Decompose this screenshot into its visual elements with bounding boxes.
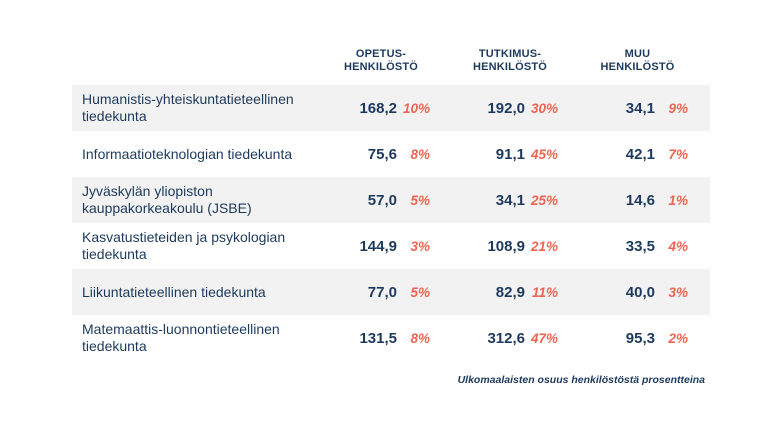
column-header-line: MUU — [624, 48, 651, 60]
headcount-value: 14,6 — [625, 191, 655, 209]
foreigner-share-pct: 8% — [410, 146, 430, 162]
headcount-value: 82,9 — [495, 283, 525, 301]
table-row: Liikuntatieteellinen tiedekunta 77,0 5% … — [72, 269, 710, 315]
headcount-value: 108,9 — [487, 237, 525, 255]
faculty-name: Liikuntatieteellinen tiedekunta — [82, 283, 266, 300]
foreigner-share-pct: 5% — [410, 192, 430, 208]
foreigner-share-pct: 4% — [668, 238, 688, 254]
foreigner-share-pct: 47% — [530, 330, 558, 346]
muu-cell: 33,5 4% — [587, 238, 688, 255]
table-row: Jyväskylän yliopiston kauppakorkeakoulu … — [72, 177, 710, 223]
tutkimus-cell: 312,6 47% — [462, 330, 558, 347]
column-header-opetushenkilosto: OPETUS- HENKILÖSTÖ — [332, 48, 430, 74]
foreigner-share-pct: 3% — [410, 238, 430, 254]
muu-cell: 42,1 7% — [587, 146, 688, 163]
column-header-line: HENKILÖSTÖ — [600, 61, 675, 73]
headcount-value: 131,5 — [359, 329, 397, 347]
headcount-value: 168,2 — [359, 99, 397, 117]
headcount-value: 33,5 — [625, 237, 655, 255]
headcount-value: 34,1 — [495, 191, 525, 209]
muu-cell: 34,1 9% — [587, 100, 688, 117]
table-row: Matemaattis-luonnontieteellinen tiedekun… — [72, 315, 710, 361]
headcount-value: 42,1 — [625, 145, 655, 163]
table-row: Humanistis-yhteiskuntatieteellinen tiede… — [72, 85, 710, 131]
column-header-line: OPETUS- — [355, 48, 407, 60]
foreigner-share-pct: 7% — [668, 146, 688, 162]
table-header-row: OPETUS- HENKILÖSTÖ TUTKIMUS- HENKILÖSTÖ … — [72, 48, 710, 85]
muu-cell: 95,3 2% — [587, 330, 688, 347]
foreigner-share-pct: 9% — [668, 100, 688, 116]
opetus-cell: 168,2 10% — [332, 100, 430, 117]
foreigner-share-pct: 3% — [668, 284, 688, 300]
footnote: Ulkomaalaisten osuus henkilöstöstä prose… — [457, 374, 705, 386]
headcount-value: 57,0 — [367, 191, 397, 209]
column-header-line: HENKILÖSTÖ — [343, 61, 419, 73]
foreigner-share-pct: 45% — [530, 146, 558, 162]
column-header-tutkimushenkilosto: TUTKIMUS- HENKILÖSTÖ — [462, 48, 558, 74]
faculty-name: Kasvatustieteiden ja psykologian tiedeku… — [82, 229, 286, 262]
faculty-name: Informaatioteknologian tiedekunta — [82, 145, 293, 162]
column-header-line: HENKILÖSTÖ — [472, 61, 548, 73]
foreigner-share-pct: 11% — [531, 284, 558, 300]
tutkimus-cell: 192,0 30% — [462, 100, 558, 117]
foreigner-share-pct: 25% — [530, 192, 558, 208]
headcount-value: 95,3 — [625, 329, 655, 347]
faculty-name: Matemaattis-luonnontieteellinen tiedekun… — [82, 321, 280, 354]
faculty-name: Jyväskylän yliopiston kauppakorkeakoulu … — [82, 183, 252, 216]
tutkimus-cell: 91,1 45% — [462, 146, 558, 163]
headcount-value: 40,0 — [625, 283, 655, 301]
headcount-value: 34,1 — [625, 99, 655, 117]
faculty-name: Humanistis-yhteiskuntatieteellinen tiede… — [82, 91, 294, 124]
headcount-value: 77,0 — [367, 283, 397, 301]
headcount-value: 144,9 — [359, 237, 397, 255]
foreigner-share-pct: 2% — [668, 330, 688, 346]
opetus-cell: 75,6 8% — [332, 146, 430, 163]
headcount-value: 75,6 — [367, 145, 397, 163]
foreigner-share-pct: 8% — [410, 330, 430, 346]
foreigner-share-pct: 21% — [530, 238, 558, 254]
headcount-value: 192,0 — [487, 99, 525, 117]
foreigner-share-pct: 1% — [668, 192, 688, 208]
opetus-cell: 77,0 5% — [332, 284, 430, 301]
headcount-value: 91,1 — [495, 145, 525, 163]
tutkimus-cell: 82,9 11% — [462, 284, 558, 301]
opetus-cell: 144,9 3% — [332, 238, 430, 255]
muu-cell: 40,0 3% — [587, 284, 688, 301]
opetus-cell: 131,5 8% — [332, 330, 430, 347]
column-header-line: TUTKIMUS- — [478, 48, 542, 60]
table-row: Kasvatustieteiden ja psykologian tiedeku… — [72, 223, 710, 269]
tutkimus-cell: 108,9 21% — [462, 238, 558, 255]
table-row: Informaatioteknologian tiedekunta 75,6 8… — [72, 131, 710, 177]
foreigner-share-pct: 10% — [402, 100, 430, 116]
staff-table: OPETUS- HENKILÖSTÖ TUTKIMUS- HENKILÖSTÖ … — [72, 48, 710, 386]
column-header-muu-henkilosto: MUU HENKILÖSTÖ — [587, 48, 688, 74]
opetus-cell: 57,0 5% — [332, 192, 430, 209]
tutkimus-cell: 34,1 25% — [462, 192, 558, 209]
foreigner-share-pct: 5% — [410, 284, 430, 300]
headcount-value: 312,6 — [487, 329, 525, 347]
muu-cell: 14,6 1% — [587, 192, 688, 209]
foreigner-share-pct: 30% — [530, 100, 558, 116]
